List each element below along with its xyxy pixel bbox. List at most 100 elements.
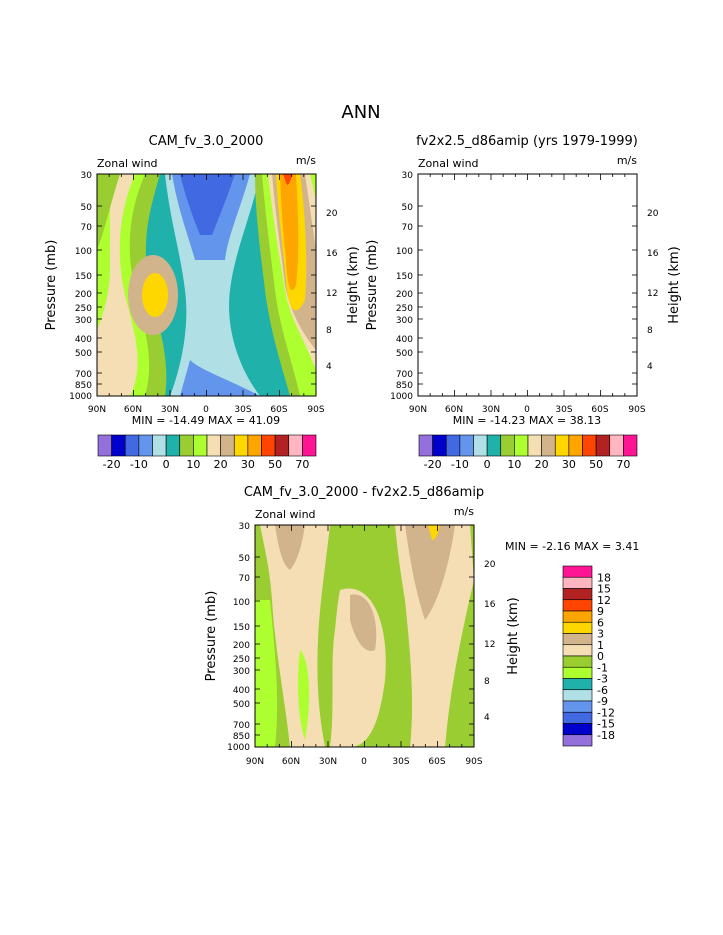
colorbar-swatch — [623, 434, 638, 457]
y-axis-label-right: Height (km) — [346, 246, 361, 323]
nh-band-5 — [418, 174, 487, 396]
x-tick: 30N — [161, 405, 179, 415]
colorbar-label: -6 — [597, 684, 608, 697]
x-ticks: 90N 60N 30N 0 30S 60S 90S — [88, 405, 325, 415]
colorbar-swatch — [562, 576, 593, 589]
colorbar-swatch — [206, 434, 221, 457]
min-max-stats: MIN = -14.23 MAX = 38.13 — [453, 414, 601, 427]
height-tick: 20 — [484, 560, 496, 570]
y-ticks: 30 50 70 100 150 200 250 300 400 500 700… — [69, 171, 92, 402]
tropics-neg5 — [493, 174, 571, 260]
colorbar-swatch — [432, 434, 447, 457]
colorbar-swatch — [562, 666, 593, 679]
colorbar-swatch — [582, 434, 597, 457]
x-tick: 90S — [307, 405, 324, 415]
colorbar-swatch — [220, 434, 235, 457]
y-tick: 250 — [75, 304, 92, 314]
colorbar-label: 20 — [214, 458, 228, 471]
x-tick: 30S — [392, 757, 409, 767]
colorbar-swatch — [486, 434, 502, 457]
colorbar-swatch — [527, 434, 542, 457]
y-tick: 70 — [402, 223, 414, 233]
y-tick: 400 — [396, 335, 413, 345]
surface-easterlies — [180, 360, 260, 396]
colorbar-label: -10 — [451, 458, 469, 471]
colorbar-swatch — [233, 434, 249, 457]
y-tick: 500 — [233, 700, 250, 710]
colorbar-label: 10 — [507, 458, 521, 471]
x-ticks: 90N 60N 30N 0 30S 60S 90S — [409, 405, 646, 415]
tropics-neg10 — [501, 174, 556, 235]
y-axis-label: Pressure (mb) — [204, 591, 219, 682]
colorbar-swatch — [418, 434, 433, 457]
colorbar-label: 15 — [597, 583, 611, 596]
colorbar-swatch — [124, 434, 140, 457]
colorbar-swatch — [261, 434, 276, 457]
colorbar-swatch — [473, 434, 488, 457]
colorbar-label: 0 — [484, 458, 491, 471]
diff-neg-1-a — [255, 600, 278, 747]
y-tick: 500 — [75, 349, 92, 359]
y-ticks: 30 50 70 100 150 200 250 300 400 500 700… — [227, 522, 250, 753]
colorbar-swatch — [562, 689, 593, 702]
y-tick: 100 — [233, 598, 250, 608]
colorbar-swatch — [562, 655, 593, 668]
colorbar-swatch — [562, 565, 593, 578]
y-tick: 250 — [233, 655, 250, 665]
y-axis-label-right: Height (km) — [506, 597, 521, 674]
height-ticks: 20 16 12 8 4 — [484, 560, 496, 723]
contour-field — [97, 174, 316, 396]
colorbar-swatch — [459, 434, 474, 457]
colorbar-label: -3 — [597, 673, 608, 686]
y-tick: 150 — [233, 623, 250, 633]
contour-field — [418, 174, 637, 396]
y-tick: 150 — [75, 272, 92, 282]
colorbar-swatch — [111, 434, 126, 457]
y-tick: 700 — [233, 721, 250, 731]
colorbar-swatch — [500, 434, 515, 457]
colorbar-label: -1 — [597, 661, 608, 674]
colorbar-label: 6 — [597, 616, 604, 629]
panel-title: fv2x2.5_d86amip (yrs 1979-1999) — [416, 134, 638, 149]
x-tick: 30N — [482, 405, 500, 415]
colorbar-label: 50 — [268, 458, 282, 471]
field-label: Zonal wind — [418, 157, 479, 170]
colorbar-label: -20 — [103, 458, 121, 471]
colorbar-label: 50 — [589, 458, 603, 471]
sh-band-25 — [593, 174, 637, 350]
tropics-0 — [486, 174, 581, 396]
sh-jet-40 — [280, 174, 299, 291]
x-tick: 90N — [88, 405, 106, 415]
nh-polar — [97, 174, 120, 250]
colorbar-label: -12 — [597, 706, 615, 719]
colorbar-swatch — [514, 434, 529, 457]
x-tick: 0 — [203, 405, 209, 415]
height-tick: 16 — [484, 600, 496, 610]
x-tick: 60N — [124, 405, 142, 415]
y-ticks: 30 50 70 100 150 200 250 300 400 500 700… — [390, 171, 413, 402]
x-tick: 60S — [270, 405, 287, 415]
colorbar-label: 0 — [597, 650, 604, 663]
colorbar-swatch — [562, 633, 593, 646]
height-tick: 4 — [484, 713, 490, 723]
y-axis-label: Pressure (mb) — [365, 240, 380, 331]
figure-title: ANN — [341, 102, 380, 123]
colorbar-label: 30 — [562, 458, 576, 471]
height-tick: 16 — [326, 249, 338, 259]
y-axis-label: Pressure (mb) — [44, 240, 59, 331]
field-label: Zonal wind — [255, 508, 316, 521]
y-tick: 30 — [402, 171, 414, 181]
height-tick: 12 — [647, 289, 658, 299]
field-label: Zonal wind — [97, 157, 158, 170]
colorbar-swatch — [193, 434, 208, 457]
colorbar-label: -20 — [424, 458, 442, 471]
y-tick: 400 — [75, 335, 92, 345]
y-tick: 700 — [75, 370, 92, 380]
colorbar-label: 70 — [616, 458, 630, 471]
y-tick: 1000 — [69, 392, 92, 402]
colorbar-label: 1 — [597, 639, 604, 652]
colorbar-swatch — [445, 434, 461, 457]
panel-title: CAM_fv_3.0_2000 — [149, 134, 264, 149]
